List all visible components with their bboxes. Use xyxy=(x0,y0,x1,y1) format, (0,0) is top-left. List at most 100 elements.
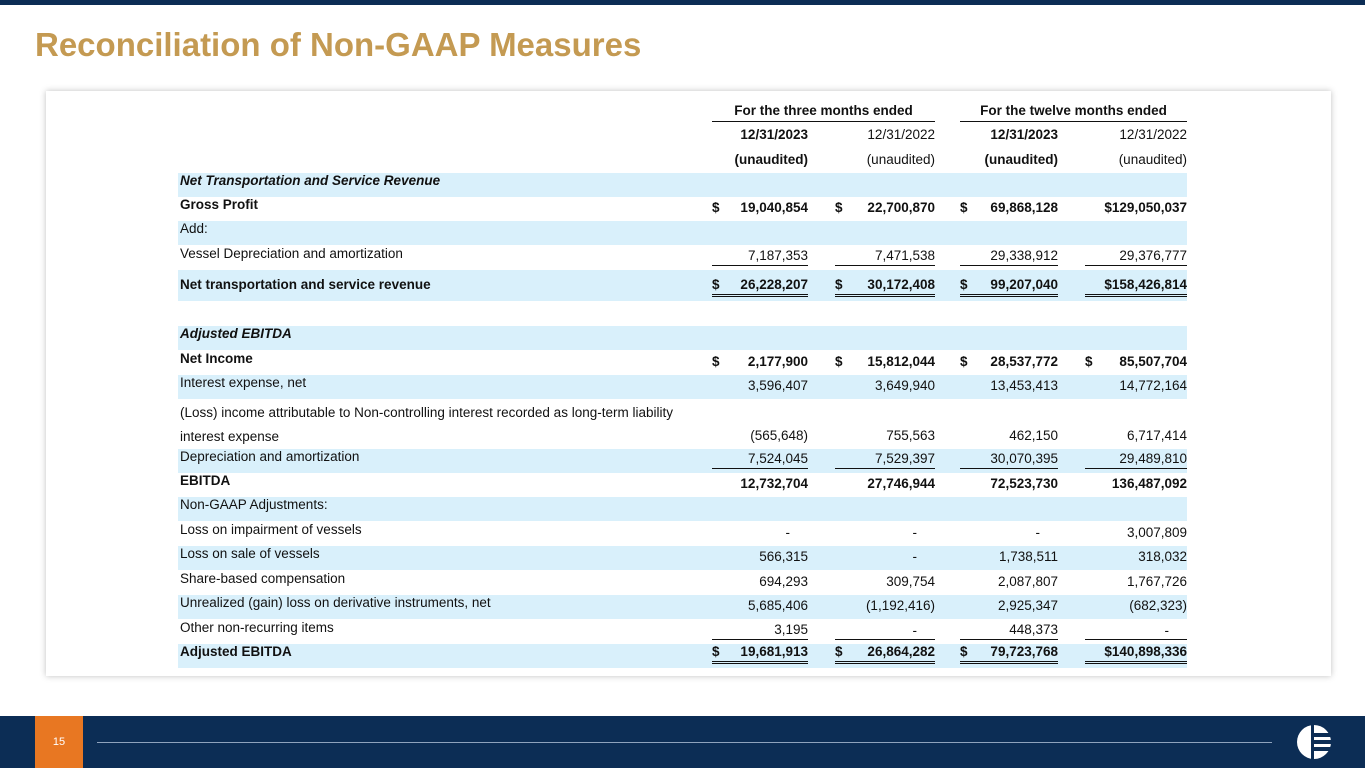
page-number: 15 xyxy=(35,716,83,768)
row-value: 29,489,810 xyxy=(1085,450,1187,469)
row-value: 3,649,940 xyxy=(874,378,935,393)
row-value: - xyxy=(912,549,918,564)
table-row: EBITDA 12,732,704 27,746,944 72,523,730 136,… xyxy=(178,473,1187,497)
row-value: $158,426,814 xyxy=(1085,276,1187,297)
row-value: - xyxy=(912,525,918,540)
row-value: $ 85,507,704 xyxy=(1085,354,1187,369)
row-value: 309,754 xyxy=(886,574,935,589)
row-value: $ 28,537,772 xyxy=(960,354,1058,369)
row-value: 1,738,511 xyxy=(998,549,1058,564)
row-value: 72,523,730 xyxy=(990,476,1058,491)
row-value: 3,596,407 xyxy=(747,378,808,393)
row-value: - xyxy=(1085,622,1187,640)
group-header: For the twelve months ended xyxy=(960,101,1187,122)
title: Reconciliation of Non-GAAP Measures xyxy=(35,26,642,63)
table-row: Adjusted EBITDA xyxy=(178,326,1187,350)
row-value: 448,373 xyxy=(960,621,1058,640)
row-value: $ 19,681,913 xyxy=(712,643,808,664)
row-value: $ 79,723,768 xyxy=(960,643,1058,664)
table-row: Net Income $ 2,177,900 $ 15,812,044 $ 28,53… xyxy=(178,350,1187,375)
row-value: $ 99,207,040 xyxy=(960,276,1058,297)
row-value: $ 22,700,870 xyxy=(835,200,935,215)
row-value: 30,070,395 xyxy=(960,450,1058,469)
row-value: 7,524,045 xyxy=(712,450,808,469)
row-value: 7,529,397 xyxy=(835,450,935,469)
column-audit: (unaudited) xyxy=(734,152,809,167)
row-value: 6,717,414 xyxy=(1126,428,1187,443)
row-value: 7,187,353 xyxy=(712,247,808,266)
row-value: $ 2,177,900 xyxy=(712,354,808,369)
row-label: Interest expense, net xyxy=(180,375,307,390)
row-value: (682,323) xyxy=(1129,598,1187,613)
table: For the three months ended For the twelve… xyxy=(178,0,1187,768)
column-date: 12/31/2023 xyxy=(740,127,808,142)
table-row: Vessel Depreciation and amortization 7,18… xyxy=(178,245,1187,270)
table-row: Depreciation and amortization 7,524,045 7,… xyxy=(178,449,1187,473)
table-row: Loss on sale of vessels 566,315 - 1,738,511… xyxy=(178,546,1187,570)
row-value: 14,772,164 xyxy=(1119,378,1187,393)
row-label: Depreciation and amortization xyxy=(180,449,360,464)
column-audit: (unaudited) xyxy=(1118,152,1187,167)
row-value: $ 30,172,408 xyxy=(835,276,935,297)
row-value: 5,685,406 xyxy=(747,598,808,613)
row-value: $129,050,037 xyxy=(1104,200,1187,215)
row-label: Unrealized (gain) loss on derivative ins… xyxy=(180,595,491,610)
row-value: $ 26,228,207 xyxy=(712,276,808,297)
table-row: Unrealized (gain) loss on derivative ins… xyxy=(178,595,1187,619)
row-value: $ 26,864,282 xyxy=(835,643,935,664)
row-value: $140,898,336 xyxy=(1085,643,1187,664)
row-value: $ 69,868,128 xyxy=(960,200,1058,215)
logo xyxy=(1297,724,1332,760)
row-label: Add: xyxy=(180,221,208,236)
table-row: Non-GAAP Adjustments: xyxy=(178,497,1187,521)
column-audit: (unaudited) xyxy=(984,152,1059,167)
row-label: (Loss) income attributable to Non-contro… xyxy=(180,405,673,444)
row-value: 7,471,538 xyxy=(835,247,935,266)
table-row: Gross Profit $ 19,040,854 $ 22,700,870 $ 69… xyxy=(178,197,1187,221)
row-label: Adjusted EBITDA xyxy=(180,644,292,659)
table-row: (Loss) income attributable to Non-contro… xyxy=(178,399,1187,449)
table-row: Adjusted EBITDA $ 19,681,913 $ 26,864,282 $… xyxy=(178,644,1187,668)
row-value: 27,746,944 xyxy=(867,476,935,491)
group-header: For the three months ended xyxy=(712,101,935,122)
row-value: (1,192,416) xyxy=(865,598,935,613)
row-value: 318,032 xyxy=(1138,549,1187,564)
row-value: 3,007,809 xyxy=(1126,525,1187,540)
row-value: 136,487,092 xyxy=(1111,476,1187,491)
row-label: EBITDA xyxy=(180,473,231,488)
column-date: 12/31/2022 xyxy=(1119,127,1187,142)
top-bar xyxy=(0,0,1365,5)
table-row: Add: xyxy=(178,221,1187,245)
row-label: Gross Profit xyxy=(180,197,259,212)
table-row: Loss on impairment of vessels - - - 3,007,80… xyxy=(178,521,1187,546)
row-value: (565,648) xyxy=(750,428,808,443)
table-row: Net transportation and service revenue $ … xyxy=(178,270,1187,301)
table-row: Interest expense, net 3,596,407 3,649,940 1… xyxy=(178,375,1187,399)
table-row: Share-based compensation 694,293 309,754 2,… xyxy=(178,570,1187,595)
row-label: Loss on impairment of vessels xyxy=(180,522,362,537)
column-date: 12/31/2022 xyxy=(867,127,935,142)
row-value: 29,338,912 xyxy=(960,247,1058,266)
row-label: Non-GAAP Adjustments: xyxy=(180,497,328,512)
row-value: - xyxy=(785,525,791,540)
footer-line xyxy=(97,742,1272,743)
row-value: 3,195 xyxy=(712,621,808,640)
row-value: 694,293 xyxy=(759,574,808,589)
row-value: - xyxy=(835,622,935,640)
row-value: $ 15,812,044 xyxy=(835,354,935,369)
row-value: - xyxy=(1035,525,1041,540)
table-row: Net Transportation and Service Revenue xyxy=(178,173,1187,197)
row-value: 2,087,807 xyxy=(997,574,1058,589)
footer: 15 xyxy=(0,716,1365,768)
row-label: Net Income xyxy=(180,351,253,366)
row-value: 13,453,413 xyxy=(990,378,1058,393)
row-label: Other non-recurring items xyxy=(180,620,334,635)
row-label: Net transportation and service revenue xyxy=(180,277,431,292)
column-date: 12/31/2023 xyxy=(990,127,1058,142)
row-label: Loss on sale of vessels xyxy=(180,546,320,561)
row-value: 29,376,777 xyxy=(1085,247,1187,266)
row-value: 755,563 xyxy=(886,428,935,443)
row-value: 2,925,347 xyxy=(997,598,1058,613)
row-value: 12,732,704 xyxy=(740,476,808,491)
